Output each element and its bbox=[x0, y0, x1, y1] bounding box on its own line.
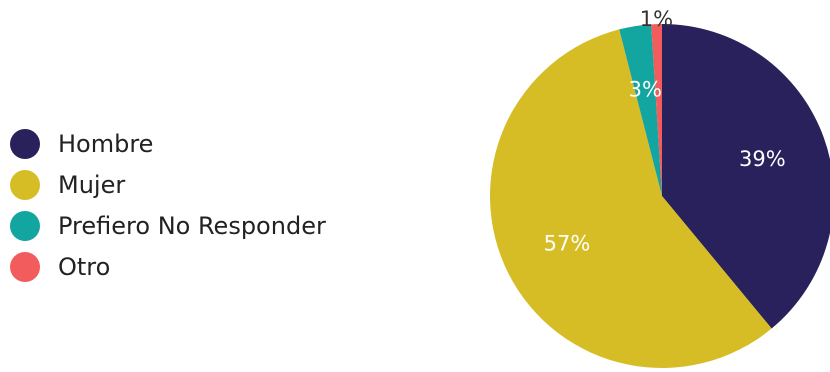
pie-label-hombre: 39% bbox=[739, 147, 786, 171]
pie-label-otro: 1% bbox=[640, 7, 673, 31]
legend-item-hombre: Hombre bbox=[10, 123, 410, 164]
legend-label-otro: Otro bbox=[58, 252, 111, 281]
legend-item-mujer: Mujer bbox=[10, 164, 410, 205]
pie-slice-mujer bbox=[490, 29, 772, 368]
legend-swatch-otro bbox=[10, 251, 40, 282]
legend-item-otro: Otro bbox=[10, 246, 410, 287]
legend-swatch-mujer bbox=[10, 169, 40, 200]
legend-label-prefiero-no-responder: Prefiero No Responder bbox=[58, 211, 326, 240]
chart-legend: Hombre Mujer Prefiero No Responder Otro bbox=[10, 123, 410, 287]
pie-slice-hombre bbox=[662, 24, 830, 329]
legend-swatch-prefiero-no-responder bbox=[10, 210, 40, 241]
legend-label-mujer: Mujer bbox=[58, 170, 126, 199]
legend-item-prefiero-no-responder: Prefiero No Responder bbox=[10, 205, 410, 246]
pie-slice-otro bbox=[651, 24, 662, 196]
pie-label-mujer: 57% bbox=[544, 231, 591, 255]
pie-label-prefiero-no-responder: 3% bbox=[629, 78, 662, 102]
pie-slice-prefiero-no-responder bbox=[619, 24, 662, 197]
legend-label-hombre: Hombre bbox=[58, 129, 154, 158]
legend-swatch-hombre bbox=[10, 128, 40, 159]
